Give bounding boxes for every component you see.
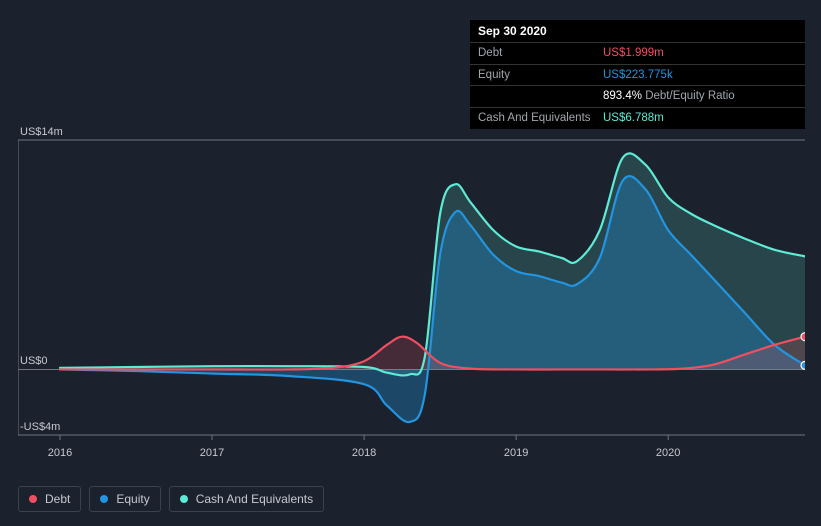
- tooltip-label: Cash And Equivalents: [478, 111, 603, 126]
- x-axis-label: 2017: [192, 447, 232, 459]
- legend-dot-icon: [100, 495, 108, 503]
- legend-label: Equity: [116, 492, 149, 506]
- legend-item-equity[interactable]: Equity: [89, 486, 160, 512]
- legend-label: Debt: [45, 492, 70, 506]
- chart-tooltip: Sep 30 2020 DebtUS$1.999mEquityUS$223.77…: [470, 20, 805, 129]
- tooltip-value: US$1.999m: [603, 46, 664, 61]
- x-axis-label: 2019: [496, 447, 536, 459]
- tooltip-row: 893.4% Debt/Equity Ratio: [470, 85, 805, 107]
- tooltip-row: Cash And EquivalentsUS$6.788m: [470, 107, 805, 129]
- tooltip-label: Equity: [478, 68, 603, 83]
- chart-legend: Debt Equity Cash And Equivalents: [18, 486, 324, 512]
- tooltip-row: DebtUS$1.999m: [470, 42, 805, 64]
- tooltip-value: 893.4% Debt/Equity Ratio: [603, 89, 735, 104]
- tooltip-value: US$6.788m: [603, 111, 664, 126]
- y-axis-label: US$14m: [20, 126, 63, 138]
- x-axis-label: 2016: [40, 447, 80, 459]
- legend-item-cash[interactable]: Cash And Equivalents: [169, 486, 324, 512]
- tooltip-label: Debt: [478, 46, 603, 61]
- legend-dot-icon: [180, 495, 188, 503]
- tooltip-value: US$223.775k: [603, 68, 673, 83]
- tooltip-title: Sep 30 2020: [470, 20, 805, 42]
- legend-item-debt[interactable]: Debt: [18, 486, 81, 512]
- x-axis-label: 2020: [648, 447, 688, 459]
- x-axis-label: 2018: [344, 447, 384, 459]
- y-axis-label: US$0: [20, 355, 48, 367]
- legend-dot-icon: [29, 495, 37, 503]
- tooltip-label: [478, 89, 603, 104]
- legend-label: Cash And Equivalents: [196, 492, 313, 506]
- y-axis-label: -US$4m: [20, 421, 60, 433]
- tooltip-row: EquityUS$223.775k: [470, 64, 805, 86]
